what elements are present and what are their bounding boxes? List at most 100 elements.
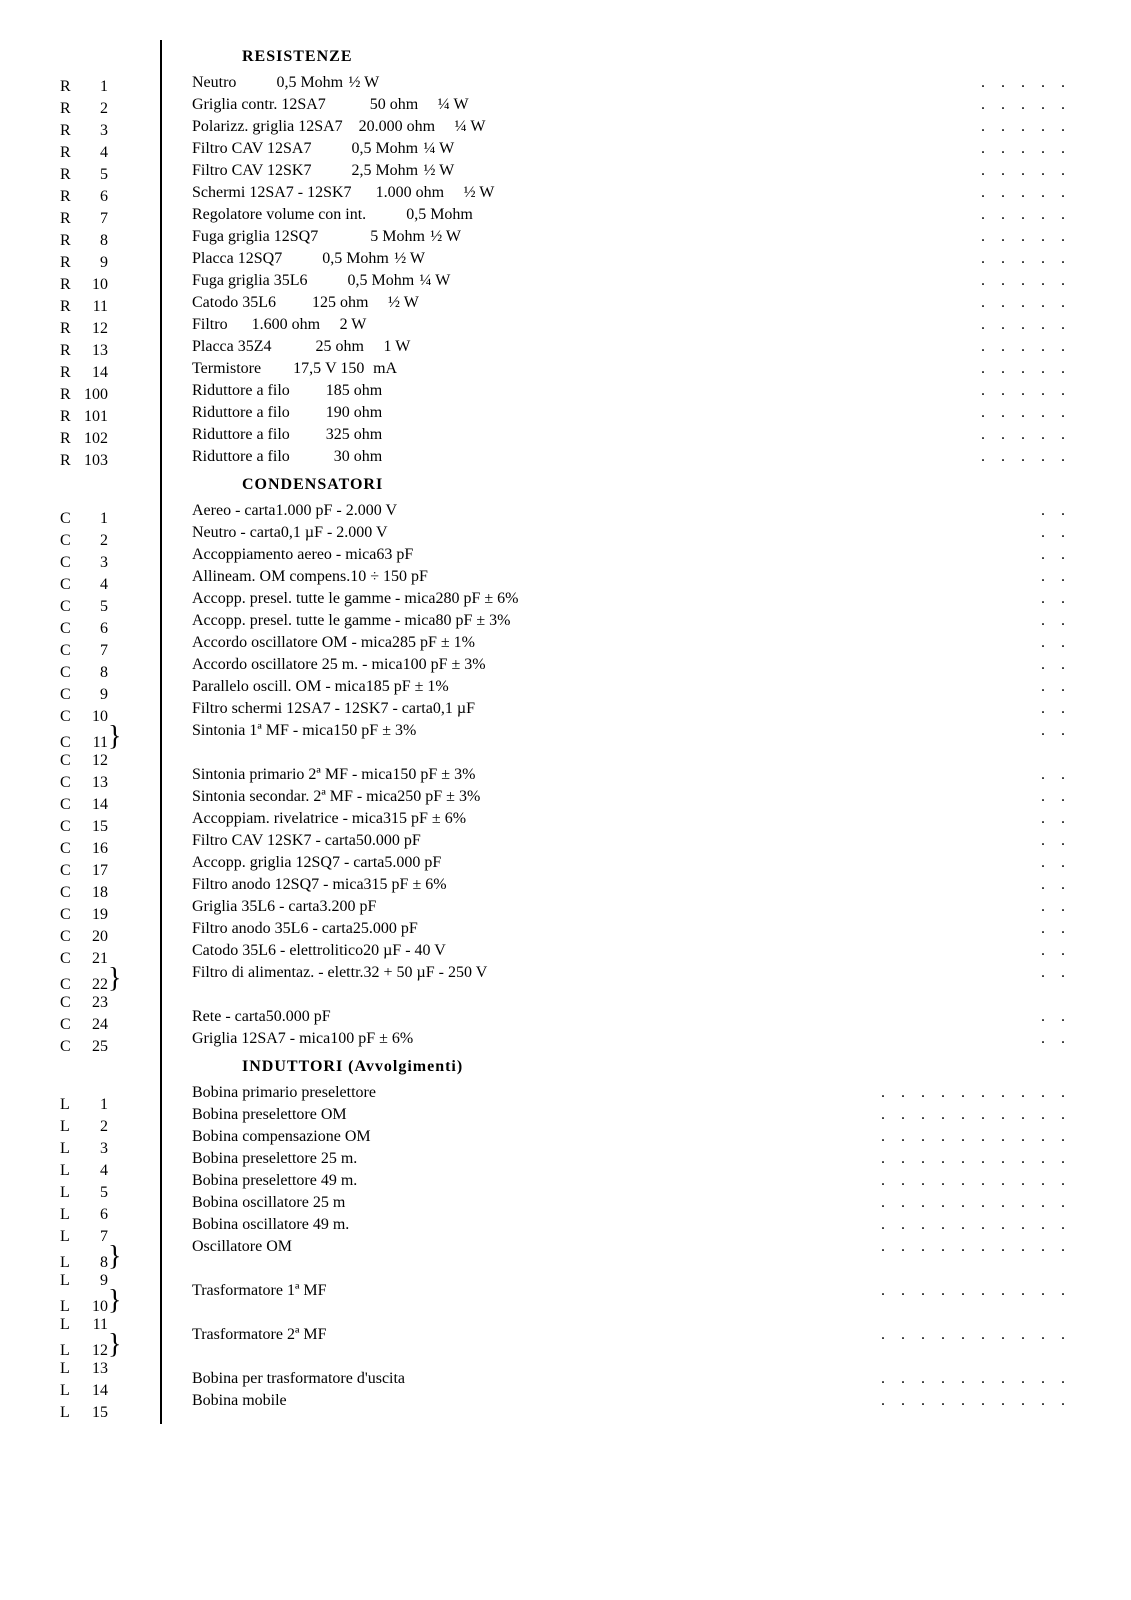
ref-line: C7 [60,640,150,662]
ref-line: C15 [60,816,150,838]
inductor-row: Bobina preselettore 25 m.. . . . . . . .… [192,1148,1071,1170]
capacitor-row: Griglia 12SA7 - mica100 pF ± 6%. . [192,1028,1071,1050]
ref-line: C25 [60,1036,150,1058]
capacitor-row: Filtro schermi 12SA7 - 12SK7 - carta0,1 … [192,698,1071,720]
ref-line: C21 [60,948,150,970]
ref-line: R7 [60,208,150,230]
resistor-row: Placca 35Z425ohm1 W. . . . . [192,336,1071,358]
ref-line: R10 [60,274,150,296]
ref-line: C6 [60,618,150,640]
inductor-row: Bobina primario preselettore. . . . . . … [192,1082,1071,1104]
ref-line: C3 [60,552,150,574]
ref-line: C11} [60,728,150,750]
ref-line: L1 [60,1094,150,1116]
inductor-row: Oscillatore OM. . . . . . . . . . [192,1236,1071,1280]
inductor-row: Bobina oscillatore 49 m.. . . . . . . . … [192,1214,1071,1236]
ref-line: L9 [60,1270,150,1292]
description-column: RESISTENZENeutro0,5Mohm½ W. . . . .Grigl… [192,40,1071,1424]
capacitor-row: Allineam. OM compens.10 ÷ 150 pF. . [192,566,1071,588]
ref-line: C10 [60,706,150,728]
resistor-row: Catodo 35L6125ohm½ W. . . . . [192,292,1071,314]
resistor-row: Riduttore a filo30ohm. . . . . [192,446,1071,468]
ref-line: R9 [60,252,150,274]
ref-line: L2 [60,1116,150,1138]
ref-line: L13 [60,1358,150,1380]
ref-line: R8 [60,230,150,252]
ref-line: L3 [60,1138,150,1160]
capacitor-row: Accoppiam. rivelatrice - mica315 pF ± 6%… [192,808,1071,830]
capacitor-row: Accordo oscillatore 25 m. - mica100 pF ±… [192,654,1071,676]
resistor-row: Riduttore a filo190ohm. . . . . [192,402,1071,424]
resistor-row: Riduttore a filo185ohm. . . . . [192,380,1071,402]
ref-line: C16 [60,838,150,860]
resistor-row: Polarizz. griglia 12SA720.000ohm¼ W. . .… [192,116,1071,138]
ref-line: R103 [60,450,150,472]
ref-line: L11 [60,1314,150,1336]
ref-line: R5 [60,164,150,186]
resistor-row: Filtro1.600ohm2 W. . . . . [192,314,1071,336]
inductor-row: Bobina per trasformatore d'uscita. . . .… [192,1368,1071,1390]
ref-line: L6 [60,1204,150,1226]
capacitor-row: Catodo 35L6 - elettrolitico20 µF - 40 V.… [192,940,1071,962]
resistor-row: Neutro0,5Mohm½ W. . . . . [192,72,1071,94]
reference-column: R1R2R3R4R5R6R7R8R9R10R11R12R13R14R100R10… [60,40,162,1424]
capacitor-row: Accopp. presel. tutte le gamme - mica280… [192,588,1071,610]
ref-line: C24 [60,1014,150,1036]
capacitor-row: Sintonia 1ª MF - mica150 pF ± 3%. . [192,720,1071,764]
inductor-row: Bobina preselettore 49 m.. . . . . . . .… [192,1170,1071,1192]
capacitor-row: Aereo - carta1.000 pF - 2.000 V. . [192,500,1071,522]
ref-line: C18 [60,882,150,904]
ref-line: R4 [60,142,150,164]
resistor-row: Riduttore a filo325ohm. . . . . [192,424,1071,446]
resistor-row: Placca 12SQ70,5Mohm½ W. . . . . [192,248,1071,270]
inductor-row: Bobina mobile. . . . . . . . . . [192,1390,1071,1412]
capacitor-row: Accoppiamento aereo - mica63 pF. . [192,544,1071,566]
inductor-row: Bobina oscillatore 25 m. . . . . . . . .… [192,1192,1071,1214]
capacitor-row: Accordo oscillatore OM - mica285 pF ± 1%… [192,632,1071,654]
capacitor-row: Filtro CAV 12SK7 - carta50.000 pF. . [192,830,1071,852]
ref-line: C12 [60,750,150,772]
ref-line: C1 [60,508,150,530]
ref-line: C4 [60,574,150,596]
section-heading: RESISTENZE [242,48,1071,66]
capacitor-row: Accopp. presel. tutte le gamme - mica80 … [192,610,1071,632]
ref-line: L12} [60,1336,150,1358]
capacitor-row: Filtro anodo 35L6 - carta25.000 pF. . [192,918,1071,940]
ref-line: R6 [60,186,150,208]
ref-line: R102 [60,428,150,450]
resistor-row: Regolatore volume con int.0,5Mohm. . . .… [192,204,1071,226]
ref-line: R12 [60,318,150,340]
capacitor-row: Filtro anodo 12SQ7 - mica315 pF ± 6%. . [192,874,1071,896]
capacitor-row: Neutro - carta0,1 µF - 2.000 V. . [192,522,1071,544]
resistor-row: Fuga griglia 12SQ75Mohm½ W. . . . . [192,226,1071,248]
capacitor-row: Accopp. griglia 12SQ7 - carta5.000 pF. . [192,852,1071,874]
capacitor-row: Griglia 35L6 - carta3.200 pF. . [192,896,1071,918]
capacitor-row: Sintonia primario 2ª MF - mica150 pF ± 3… [192,764,1071,786]
ref-line: R11 [60,296,150,318]
capacitor-row: Sintonia secondar. 2ª MF - mica250 pF ± … [192,786,1071,808]
resistor-row: Griglia contr. 12SA750ohm¼ W. . . . . [192,94,1071,116]
resistor-row: Filtro CAV 12SA70,5Mohm¼ W. . . . . [192,138,1071,160]
ref-line: L14 [60,1380,150,1402]
spacer [60,472,150,508]
section-heading: CONDENSATORI [242,476,1071,494]
ref-line: R2 [60,98,150,120]
page: R1R2R3R4R5R6R7R8R9R10R11R12R13R14R100R10… [60,40,1071,1424]
ref-line: C17 [60,860,150,882]
inductor-row: Bobina preselettore OM. . . . . . . . . … [192,1104,1071,1126]
ref-line: L4 [60,1160,150,1182]
spacer [60,1058,150,1094]
capacitor-row: Rete - carta50.000 pF. . [192,1006,1071,1028]
ref-line: C23 [60,992,150,1014]
ref-line: L15 [60,1402,150,1424]
resistor-row: Filtro CAV 12SK72,5Mohm½ W. . . . . [192,160,1071,182]
ref-line: C20 [60,926,150,948]
inductor-row: Bobina compensazione OM. . . . . . . . .… [192,1126,1071,1148]
ref-line: R100 [60,384,150,406]
ref-line: L8} [60,1248,150,1270]
ref-line: R13 [60,340,150,362]
ref-line: L5 [60,1182,150,1204]
resistor-row: Termistore17,5V 150mA. . . . . [192,358,1071,380]
inductor-row: Trasformatore 1ª MF. . . . . . . . . . [192,1280,1071,1324]
ref-line: L10} [60,1292,150,1314]
